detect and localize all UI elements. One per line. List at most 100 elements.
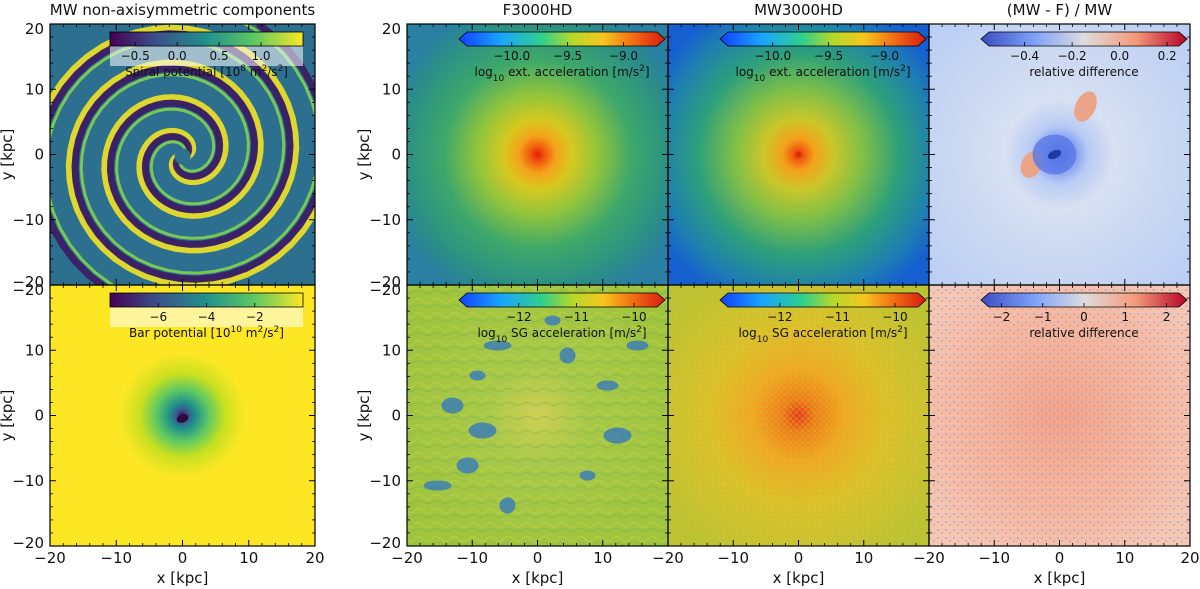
xtick-mw3000_sg-0: −20 bbox=[652, 549, 684, 567]
ylabel-f3000_sg: y [kpc] bbox=[355, 390, 373, 442]
colorbar-ticklabel-spiral-0: −0.5 bbox=[121, 49, 150, 63]
xtick-mw3000_sg-2: 0 bbox=[794, 549, 804, 567]
colorbar-ticklabel-mw3000_ext-2: −9.0 bbox=[870, 49, 899, 63]
panel-mw3000_ext bbox=[668, 24, 929, 285]
colorbar-label-bg-spiral bbox=[110, 46, 303, 66]
colorbar-ticklabel-diff_ext-2: 0.0 bbox=[1110, 49, 1129, 63]
ytick-spiral-0: 20 bbox=[25, 20, 44, 38]
ylabel-bar: y [kpc] bbox=[0, 390, 16, 442]
colorbar-label-bg-bar bbox=[110, 307, 303, 327]
colorbar-label-spiral: Spiral potential [108 m2/s2] bbox=[125, 64, 288, 79]
xtick-diff_sg-0: −20 bbox=[913, 549, 945, 567]
colorbar-ticklabel-bar-1: −4 bbox=[198, 310, 216, 324]
ytick-f3000_ext-3: −10 bbox=[369, 211, 401, 229]
colorbar-ticklabel-spiral-1: 0.0 bbox=[168, 49, 187, 63]
xlabel-diff_sg: x [kpc] bbox=[1034, 569, 1086, 587]
bar-core bbox=[176, 414, 189, 423]
xtick-mw3000_sg-1: −10 bbox=[717, 549, 749, 567]
colorbar-ticklabel-f3000_sg-2: −10 bbox=[621, 310, 646, 324]
xtick-mw3000_sg-3: 10 bbox=[854, 549, 873, 567]
xtick-diff_sg-2: 0 bbox=[1055, 549, 1065, 567]
colorbar-ticklabel-diff_sg-1: −1 bbox=[1034, 310, 1052, 324]
colorbar-ticklabel-mw3000_sg-2: −10 bbox=[882, 310, 907, 324]
xtick-bar-1: −10 bbox=[100, 549, 132, 567]
panel-f3000_ext bbox=[407, 24, 668, 285]
ytick-f3000_ext-1: 10 bbox=[382, 80, 401, 98]
colorbar-label-mw3000_ext: log10 ext. acceleration [m/s2] bbox=[736, 64, 911, 84]
colorbar-label-f3000_ext: log10 ext. acceleration [m/s2] bbox=[475, 64, 650, 84]
colorbar-ticklabel-diff_ext-3: 0.2 bbox=[1158, 49, 1177, 63]
xtick-bar-4: 20 bbox=[305, 549, 324, 567]
xlabel-mw3000_sg: x [kpc] bbox=[773, 569, 825, 587]
colorbar-diff_sg: −2 −1 0 1 2 relative difference bbox=[980, 292, 1188, 340]
noise-diff bbox=[929, 285, 1190, 546]
colorbar-ticklabel-diff_ext-1: −0.2 bbox=[1058, 49, 1087, 63]
ytick-f3000_sg-1: 10 bbox=[382, 341, 401, 359]
colorbar-label-f3000_sg: log10 SG acceleration [m/s2] bbox=[477, 325, 646, 345]
colorbar-label-bar: Bar potential [1010 m2/s2] bbox=[129, 325, 284, 340]
xtick-bar-0: −20 bbox=[34, 549, 66, 567]
ytick-bar-4: −20 bbox=[12, 534, 44, 552]
ylabel-f3000_ext: y [kpc] bbox=[355, 129, 373, 181]
colorbar-ticklabel-spiral-2: 0.5 bbox=[210, 49, 229, 63]
xtick-f3000_sg-0: −20 bbox=[391, 549, 423, 567]
ytick-f3000_ext-4: −20 bbox=[369, 273, 401, 291]
ytick-spiral-4: −20 bbox=[12, 273, 44, 291]
colorbar-ticklabel-f3000_ext-0: −10.0 bbox=[493, 49, 530, 63]
colorbar-label-diff_ext: relative difference bbox=[1029, 65, 1138, 79]
colorbar-ticklabel-f3000_ext-1: −9.5 bbox=[553, 49, 582, 63]
panel-title-f3000_ext: F3000HD bbox=[503, 1, 573, 19]
turbulence-f3000 bbox=[407, 285, 668, 546]
ytick-bar-0: −20 bbox=[12, 281, 44, 299]
colorbar-ticklabel-diff_sg-2: 0 bbox=[1080, 310, 1088, 324]
ytick-spiral-1: 10 bbox=[25, 80, 44, 98]
colorbar-ticklabel-mw3000_sg-1: −11 bbox=[825, 310, 850, 324]
ytick-bar-3: −10 bbox=[12, 472, 44, 490]
colorbar-ticklabel-diff_sg-3: 1 bbox=[1121, 310, 1129, 324]
xtick-diff_sg-1: −10 bbox=[978, 549, 1010, 567]
xtick-f3000_sg-3: 10 bbox=[593, 549, 612, 567]
xtick-f3000_sg-2: 0 bbox=[533, 549, 543, 567]
turbulence-mw3000 bbox=[668, 285, 929, 546]
colorbar-ticklabel-mw3000_sg-0: −12 bbox=[767, 310, 792, 324]
xtick-f3000_sg-1: −10 bbox=[456, 549, 488, 567]
colorbar-ticklabel-f3000_ext-2: −9.0 bbox=[609, 49, 638, 63]
ytick-f3000_sg-3: −10 bbox=[369, 472, 401, 490]
diff-lobe-upper bbox=[1074, 91, 1097, 122]
colorbar-ticklabel-f3000_sg-0: −12 bbox=[506, 310, 531, 324]
colorbar-ticklabel-bar-0: −6 bbox=[149, 310, 167, 324]
spiral-arms bbox=[50, 24, 315, 285]
panel-title-spiral: MW non-axisymmetric components bbox=[50, 1, 316, 19]
colorbar-ticklabel-f3000_sg-1: −11 bbox=[564, 310, 589, 324]
xtick-diff_sg-4: 20 bbox=[1180, 549, 1199, 567]
xtick-bar-2: 0 bbox=[178, 549, 188, 567]
ytick-spiral-3: −10 bbox=[12, 211, 44, 229]
xtick-bar-3: 10 bbox=[239, 549, 258, 567]
colorbar-ticklabel-mw3000_ext-1: −9.5 bbox=[814, 49, 843, 63]
panel-title-diff_ext: (MW - F) / MW bbox=[1007, 1, 1113, 19]
ytick-f3000_sg-0: −20 bbox=[369, 281, 401, 299]
colorbar-label-mw3000_sg: log10 SG acceleration [m/s2] bbox=[738, 325, 907, 345]
colorbar-label-diff_sg: relative difference bbox=[1029, 326, 1138, 340]
ytick-bar-1: 10 bbox=[25, 341, 44, 359]
ylabel-spiral: y [kpc] bbox=[0, 129, 16, 181]
ytick-f3000_ext-0: 20 bbox=[382, 20, 401, 38]
ytick-f3000_sg-2: 0 bbox=[391, 407, 401, 425]
panel-title-mw3000_ext: MW3000HD bbox=[754, 1, 843, 19]
ytick-spiral-2: 0 bbox=[34, 146, 44, 164]
xlabel-f3000_sg: x [kpc] bbox=[512, 569, 564, 587]
ytick-bar-2: 0 bbox=[34, 407, 44, 425]
colorbar-ticklabel-diff_sg-4: 2 bbox=[1163, 310, 1171, 324]
colorbar-ticklabel-mw3000_ext-0: −10.0 bbox=[754, 49, 791, 63]
ytick-f3000_sg-4: −20 bbox=[369, 534, 401, 552]
colorbar-diff_ext: −0.4 −0.2 0.0 0.2 relative difference bbox=[980, 31, 1188, 79]
xtick-diff_sg-3: 10 bbox=[1115, 549, 1134, 567]
ytick-f3000_ext-2: 0 bbox=[391, 146, 401, 164]
colorbar-ticklabel-bar-2: −2 bbox=[246, 310, 264, 324]
colorbar-ticklabel-diff_ext-0: −0.4 bbox=[1010, 49, 1039, 63]
